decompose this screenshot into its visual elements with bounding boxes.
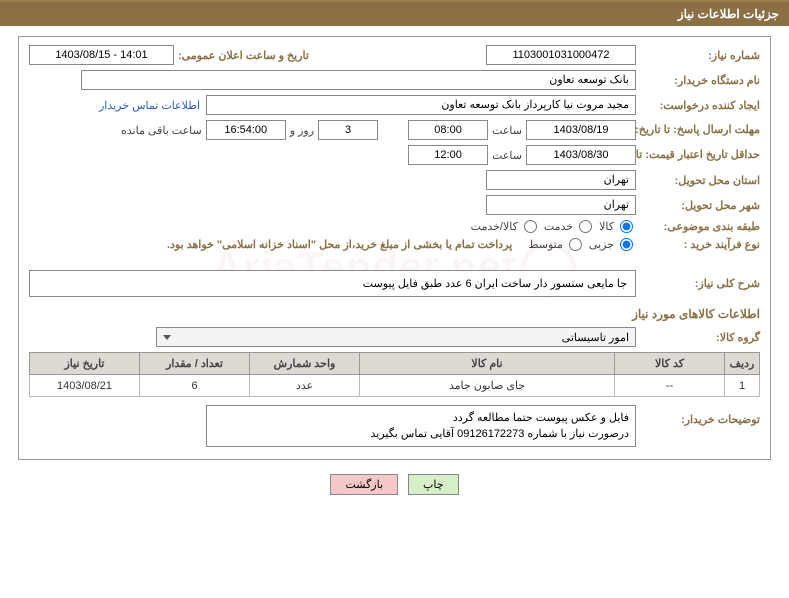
col-qty: تعداد / مقدار <box>140 353 250 375</box>
province-label: استان محل تحویل: <box>640 174 760 187</box>
group-label: گروه کالا: <box>640 331 760 344</box>
radio-goods-label: کالا <box>599 220 614 233</box>
radio-both-label: کالا/خدمت <box>471 220 518 233</box>
deadline-label: مهلت ارسال پاسخ: تا تاریخ: <box>640 124 760 136</box>
payment-note: پرداخت تمام یا بخشی از مبلغ خرید،از محل … <box>167 238 512 251</box>
city-field: تهران <box>486 195 636 215</box>
subject-label: شرح کلی نیاز: <box>640 277 760 290</box>
process-label: نوع فرآیند خرید : <box>640 238 760 251</box>
buyer-org-field: بانک توسعه تعاون <box>81 70 636 90</box>
cell-item-code: -- <box>615 375 725 397</box>
validity-date-field: 1403/08/30 <box>526 145 636 165</box>
buyer-org-label: نام دستگاه خریدار: <box>640 74 760 87</box>
radio-partial[interactable] <box>620 238 633 251</box>
request-no-label: شماره نیاز: <box>640 49 760 62</box>
deadline-time-field: 08:00 <box>408 120 488 140</box>
deadline-date-field: 1403/08/19 <box>526 120 636 140</box>
radio-medium-label: متوسط <box>528 238 563 251</box>
buyer-desc-line2: درصورت نیاز با شماره 09126172273 آقایی ت… <box>213 426 629 442</box>
announce-field: 1403/08/15 - 14:01 <box>29 45 174 65</box>
cell-unit: عدد <box>250 375 360 397</box>
cell-row-no: 1 <box>725 375 760 397</box>
group-select[interactable]: امور تاسیساتی <box>156 327 636 347</box>
radio-service[interactable] <box>579 220 592 233</box>
items-section-title: اطلاعات کالاهای مورد نیاز <box>29 307 760 321</box>
col-row-no: ردیف <box>725 353 760 375</box>
creator-field: مجید مروت نیا کارپرداز بانک توسعه تعاون <box>206 95 636 115</box>
buyer-desc-label: توضیحات خریدار: <box>640 405 760 426</box>
announce-label: تاریخ و ساعت اعلان عمومی: <box>178 49 309 62</box>
radio-service-label: خدمت <box>544 220 573 233</box>
city-label: شهر محل تحویل: <box>640 199 760 212</box>
cell-need-date: 1403/08/21 <box>30 375 140 397</box>
time-label-2: ساعت <box>492 149 522 162</box>
group-select-value: امور تاسیساتی <box>562 331 629 344</box>
time-label-1: ساعت <box>492 124 522 137</box>
buyer-desc-field: فایل و عکس پیوست حتما مطالعه گردد درصورت… <box>206 405 636 447</box>
remaining-time-field: 16:54:00 <box>206 120 286 140</box>
radio-goods[interactable] <box>620 220 633 233</box>
form-container: شماره نیاز: 1103001031000472 تاریخ و ساع… <box>18 36 771 460</box>
chevron-down-icon <box>163 335 171 340</box>
validity-label: حداقل تاریخ اعتبار قیمت: تا تاریخ: <box>640 149 760 161</box>
radio-medium[interactable] <box>569 238 582 251</box>
category-label: طبقه بندی موضوعی: <box>640 220 760 233</box>
items-table: ردیف کد کالا نام کالا واحد شمارش تعداد /… <box>29 352 760 397</box>
table-row: 1 -- جای صابون جامد عدد 6 1403/08/21 <box>30 375 760 397</box>
days-and-label: روز و <box>290 124 314 137</box>
buyer-desc-line1: فایل و عکس پیوست حتما مطالعه گردد <box>213 410 629 426</box>
col-item-name: نام کالا <box>360 353 615 375</box>
col-need-date: تاریخ نیاز <box>30 353 140 375</box>
subject-field: جا مایعی سنسور دار ساخت ایران 6 عدد طبق … <box>29 270 636 297</box>
province-field: تهران <box>486 170 636 190</box>
page-header: جزئیات اطلاعات نیاز <box>0 2 789 26</box>
validity-time-field: 12:00 <box>408 145 488 165</box>
days-field: 3 <box>318 120 378 140</box>
print-button[interactable]: چاپ <box>408 474 459 495</box>
cell-item-name: جای صابون جامد <box>360 375 615 397</box>
radio-both[interactable] <box>524 220 537 233</box>
radio-partial-label: جزیی <box>589 238 614 251</box>
col-item-code: کد کالا <box>615 353 725 375</box>
contact-link[interactable]: اطلاعات تماس خریدار <box>99 99 200 112</box>
creator-label: ایجاد کننده درخواست: <box>640 99 760 112</box>
remaining-label: ساعت باقی مانده <box>121 124 202 137</box>
cell-qty: 6 <box>140 375 250 397</box>
col-unit: واحد شمارش <box>250 353 360 375</box>
request-no-field: 1103001031000472 <box>486 45 636 65</box>
back-button[interactable]: بازگشت <box>330 474 398 495</box>
